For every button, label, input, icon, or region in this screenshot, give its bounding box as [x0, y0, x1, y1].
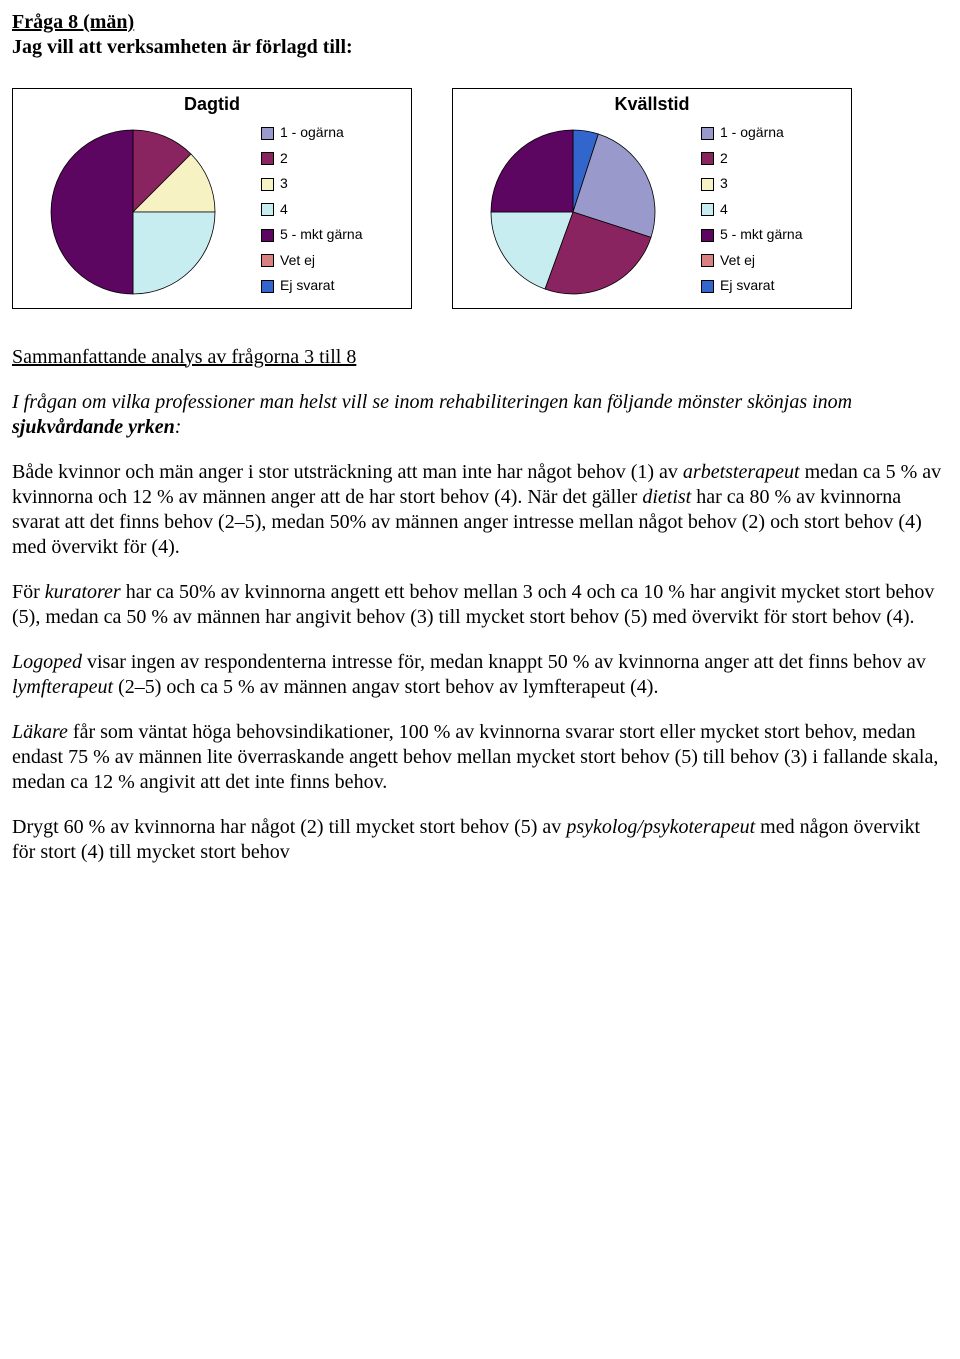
legend-label: 3: [280, 175, 288, 193]
analysis-heading: Sammanfattande analys av frågorna 3 till…: [12, 345, 948, 370]
paragraph-2: För kuratorer har ca 50% av kvinnorna an…: [12, 580, 948, 630]
chart-dagtid: Dagtid 1 - ogärna 2 3 4 5 - mkt gärna Vet ej E…: [12, 88, 412, 309]
legend-label: 1 - ogärna: [280, 124, 344, 142]
legend-swatch: [701, 203, 714, 216]
intro-text: I frågan om vilka professioner man helst…: [12, 391, 852, 413]
legend-label: 3: [720, 175, 728, 193]
legend-swatch: [261, 280, 274, 293]
intro-paragraph: I frågan om vilka professioner man helst…: [12, 390, 948, 440]
legend-swatch: [701, 127, 714, 140]
legend-label: 4: [280, 201, 288, 219]
legend-label: 2: [720, 150, 728, 168]
legend-label: 5 - mkt gärna: [280, 226, 362, 244]
legend-item: 2: [261, 150, 362, 168]
legend-label: 1 - ogärna: [720, 124, 784, 142]
question-subheading: Jag vill att verksamheten är förlagd til…: [12, 35, 948, 60]
legend-item: 3: [701, 175, 802, 193]
legend-swatch: [261, 203, 274, 216]
pie-chart-kvallstid: [463, 120, 683, 300]
legend-label: 2: [280, 150, 288, 168]
pie-chart-dagtid: [23, 120, 243, 300]
legend-item: 4: [261, 201, 362, 219]
legend-item: 5 - mkt gärna: [701, 226, 802, 244]
paragraph-4: Läkare får som väntat höga behovsindikat…: [12, 720, 948, 795]
legend-kvallstid: 1 - ogärna 2 3 4 5 - mkt gärna Vet ej Ej svara…: [701, 124, 802, 295]
chart-title-kvallstid: Kvällstid: [463, 93, 841, 116]
legend-label: Vet ej: [280, 252, 315, 270]
legend-swatch: [261, 178, 274, 191]
legend-label: Ej svarat: [280, 277, 334, 295]
legend-swatch: [701, 229, 714, 242]
legend-swatch: [261, 254, 274, 267]
chart-kvallstid: Kvällstid 1 - ogärna 2 3 4 5 - mkt gärna Vet …: [452, 88, 852, 309]
legend-dagtid: 1 - ogärna 2 3 4 5 - mkt gärna Vet ej Ej svara…: [261, 124, 362, 295]
legend-item: 1 - ogärna: [701, 124, 802, 142]
legend-swatch: [701, 280, 714, 293]
legend-item: Vet ej: [701, 252, 802, 270]
legend-item: 2: [701, 150, 802, 168]
paragraph-5: Drygt 60 % av kvinnorna har något (2) ti…: [12, 815, 948, 865]
paragraph-1: Både kvinnor och män anger i stor utsträ…: [12, 460, 948, 560]
question-heading: Fråga 8 (män): [12, 10, 948, 35]
chart-title-dagtid: Dagtid: [23, 93, 401, 116]
legend-swatch: [261, 229, 274, 242]
legend-swatch: [261, 152, 274, 165]
legend-item: 3: [261, 175, 362, 193]
legend-label: Ej svarat: [720, 277, 774, 295]
legend-item: 5 - mkt gärna: [261, 226, 362, 244]
legend-swatch: [701, 254, 714, 267]
legend-label: 4: [720, 201, 728, 219]
legend-item: Vet ej: [261, 252, 362, 270]
intro-tail: :: [175, 416, 182, 438]
legend-swatch: [701, 178, 714, 191]
legend-item: 4: [701, 201, 802, 219]
legend-item: Ej svarat: [701, 277, 802, 295]
legend-swatch: [701, 152, 714, 165]
intro-bold: sjukvårdande yrken: [12, 416, 175, 438]
paragraph-3: Logoped visar ingen av respondenterna in…: [12, 650, 948, 700]
legend-label: 5 - mkt gärna: [720, 226, 802, 244]
charts-container: Dagtid 1 - ogärna 2 3 4 5 - mkt gärna Vet ej E…: [12, 88, 948, 309]
legend-swatch: [261, 127, 274, 140]
legend-item: Ej svarat: [261, 277, 362, 295]
legend-label: Vet ej: [720, 252, 755, 270]
legend-item: 1 - ogärna: [261, 124, 362, 142]
